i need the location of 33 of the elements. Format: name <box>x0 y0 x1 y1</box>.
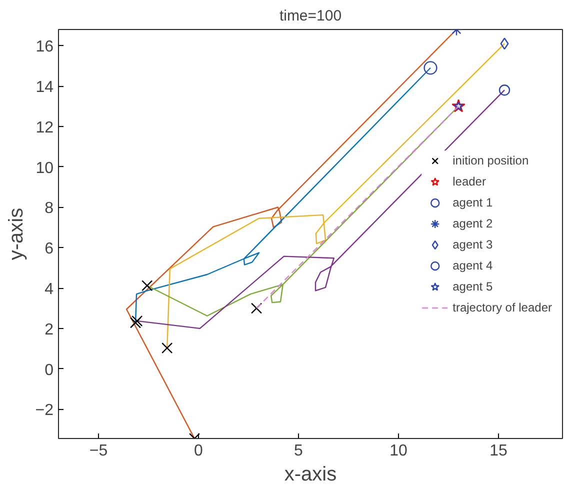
legend-label: agent 1 <box>452 194 493 211</box>
point <box>500 38 509 50</box>
x-tick-label: 5 <box>294 442 304 460</box>
chart-title: time=100 <box>279 8 342 24</box>
legend-label: agent 3 <box>452 236 493 253</box>
x-tick-label: −5 <box>89 442 108 460</box>
y-tick-label: −2 <box>35 402 54 420</box>
x-tick-label: 10 <box>390 442 408 460</box>
y-tick-label: 2 <box>44 321 54 338</box>
x-tick-label: 0 <box>194 442 204 460</box>
y-tick-label: 14 <box>36 79 54 96</box>
y-axis-title: y-axis <box>5 208 28 260</box>
line-series <box>134 67 432 324</box>
y-tick-label: 12 <box>36 119 54 136</box>
y-tick-label: 0 <box>44 362 54 379</box>
legend-label: agent 2 <box>452 215 493 232</box>
legend-label: inition position <box>452 152 529 169</box>
y-tick-label: 10 <box>36 160 54 177</box>
y-tick-label: 6 <box>44 240 54 258</box>
point <box>250 302 262 314</box>
y-tick-label: 4 <box>44 281 54 298</box>
x-tick-label: 15 <box>490 442 508 460</box>
y-tick-label: 8 <box>44 200 54 218</box>
point <box>498 84 510 96</box>
legend-label: agent 4 <box>452 257 493 274</box>
point <box>142 280 153 292</box>
point <box>424 61 438 75</box>
legend-label: agent 5 <box>452 278 493 295</box>
legend-label: leader <box>452 173 486 190</box>
point <box>162 342 173 354</box>
x-axis-title: x-axis <box>284 464 337 486</box>
y-tick-label: 16 <box>36 38 54 56</box>
legend-label: trajectory of leader <box>452 299 552 316</box>
